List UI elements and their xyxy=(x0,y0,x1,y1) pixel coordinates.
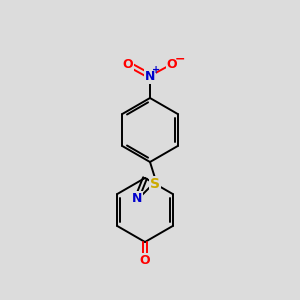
Text: +: + xyxy=(152,65,160,75)
Text: O: O xyxy=(140,254,150,266)
Text: N: N xyxy=(145,70,155,83)
Text: O: O xyxy=(123,58,133,70)
Text: S: S xyxy=(150,177,160,191)
Text: −: − xyxy=(175,52,185,65)
Text: O: O xyxy=(167,58,177,70)
Text: N: N xyxy=(132,191,142,205)
